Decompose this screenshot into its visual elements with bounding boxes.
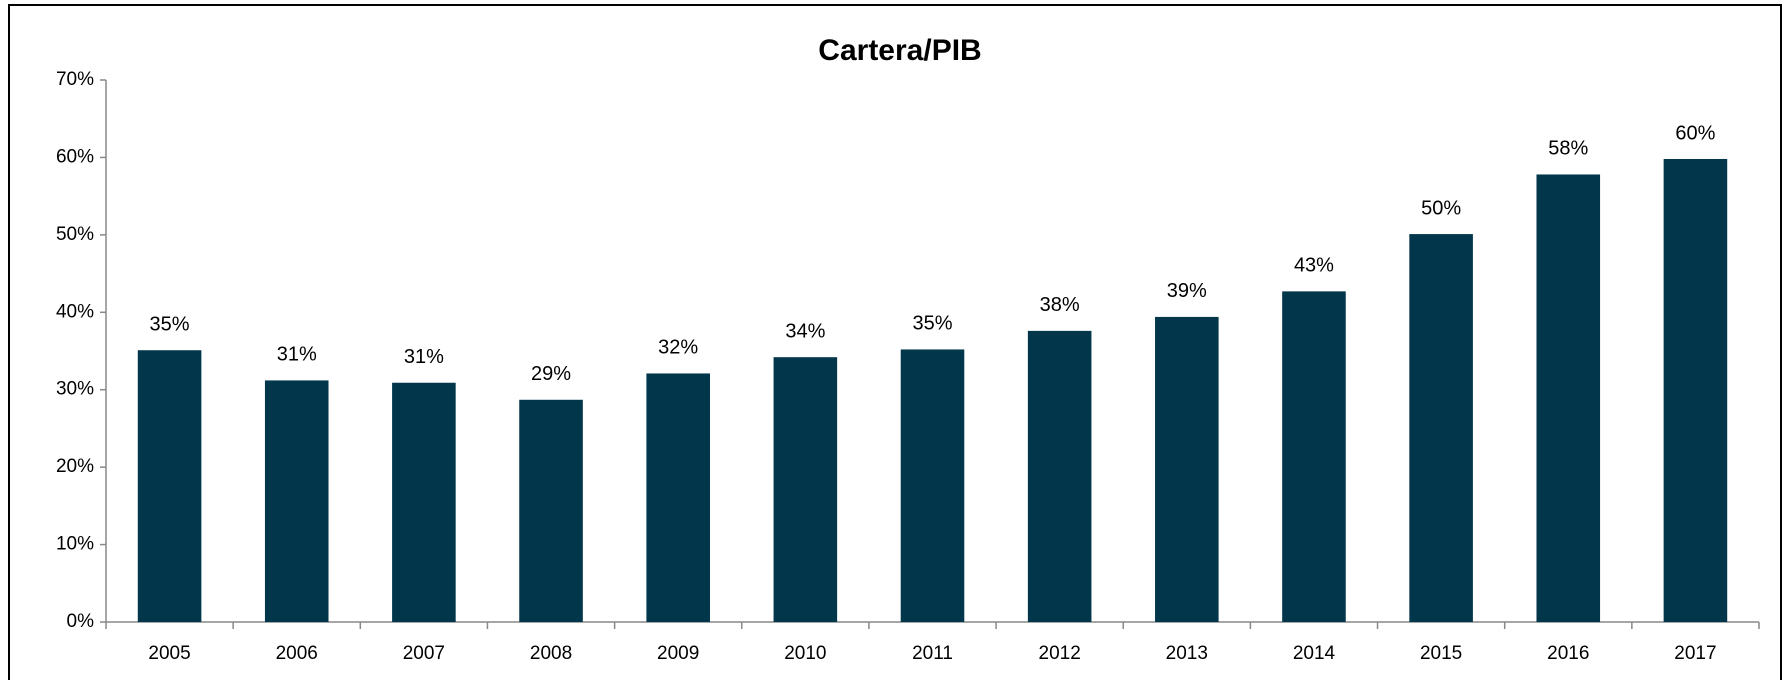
y-tick-label: 70% (56, 69, 94, 90)
data-label: 50% (1421, 197, 1461, 219)
data-label: 39% (1167, 280, 1207, 302)
x-tick-label: 2010 (784, 643, 826, 664)
data-label: 58% (1548, 138, 1588, 160)
bar (392, 382, 456, 622)
y-tick-label: 50% (56, 224, 94, 245)
x-tick-label: 2008 (530, 643, 572, 664)
bar (646, 373, 710, 622)
y-tick-label: 60% (56, 146, 94, 167)
bar (1663, 158, 1728, 622)
data-label: 34% (785, 320, 825, 342)
x-tick-label: 2005 (148, 643, 190, 664)
x-tick-label: 2016 (1547, 643, 1589, 664)
bar (900, 349, 965, 622)
data-label: 35% (912, 313, 952, 335)
bar (137, 350, 202, 622)
y-tick-label: 10% (56, 534, 94, 555)
bar (519, 399, 583, 622)
x-tick-label: 2009 (657, 643, 699, 664)
data-label: 35% (150, 314, 190, 336)
y-tick-label: 20% (56, 456, 94, 477)
bar (1155, 316, 1219, 622)
x-tick-label: 2007 (403, 643, 445, 664)
bar (773, 357, 838, 622)
bar (1536, 174, 1601, 622)
data-label: 60% (1675, 122, 1715, 144)
data-label: 32% (658, 337, 698, 359)
bar (1409, 234, 1473, 622)
x-tick-label: 2013 (1166, 643, 1208, 664)
bar (1282, 291, 1346, 622)
x-tick-label: 2017 (1674, 643, 1716, 664)
data-label: 31% (404, 346, 444, 368)
y-tick-label: 0% (67, 611, 95, 632)
x-tick-label: 2015 (1420, 643, 1462, 664)
y-tick-label: 30% (56, 379, 94, 400)
bar (1027, 330, 1092, 622)
bar (264, 380, 329, 622)
chart-frame (8, 4, 1782, 680)
y-tick-label: 40% (56, 301, 94, 322)
data-label: 43% (1294, 255, 1334, 277)
data-label: 31% (277, 344, 317, 366)
x-tick-label: 2006 (276, 643, 318, 664)
chart-title: Cartera/PIB (818, 34, 981, 67)
x-tick-label: 2011 (912, 643, 953, 664)
data-label: 38% (1040, 294, 1080, 316)
data-label: 29% (531, 363, 571, 385)
x-tick-label: 2014 (1293, 643, 1336, 664)
x-tick-label: 2012 (1039, 643, 1081, 664)
